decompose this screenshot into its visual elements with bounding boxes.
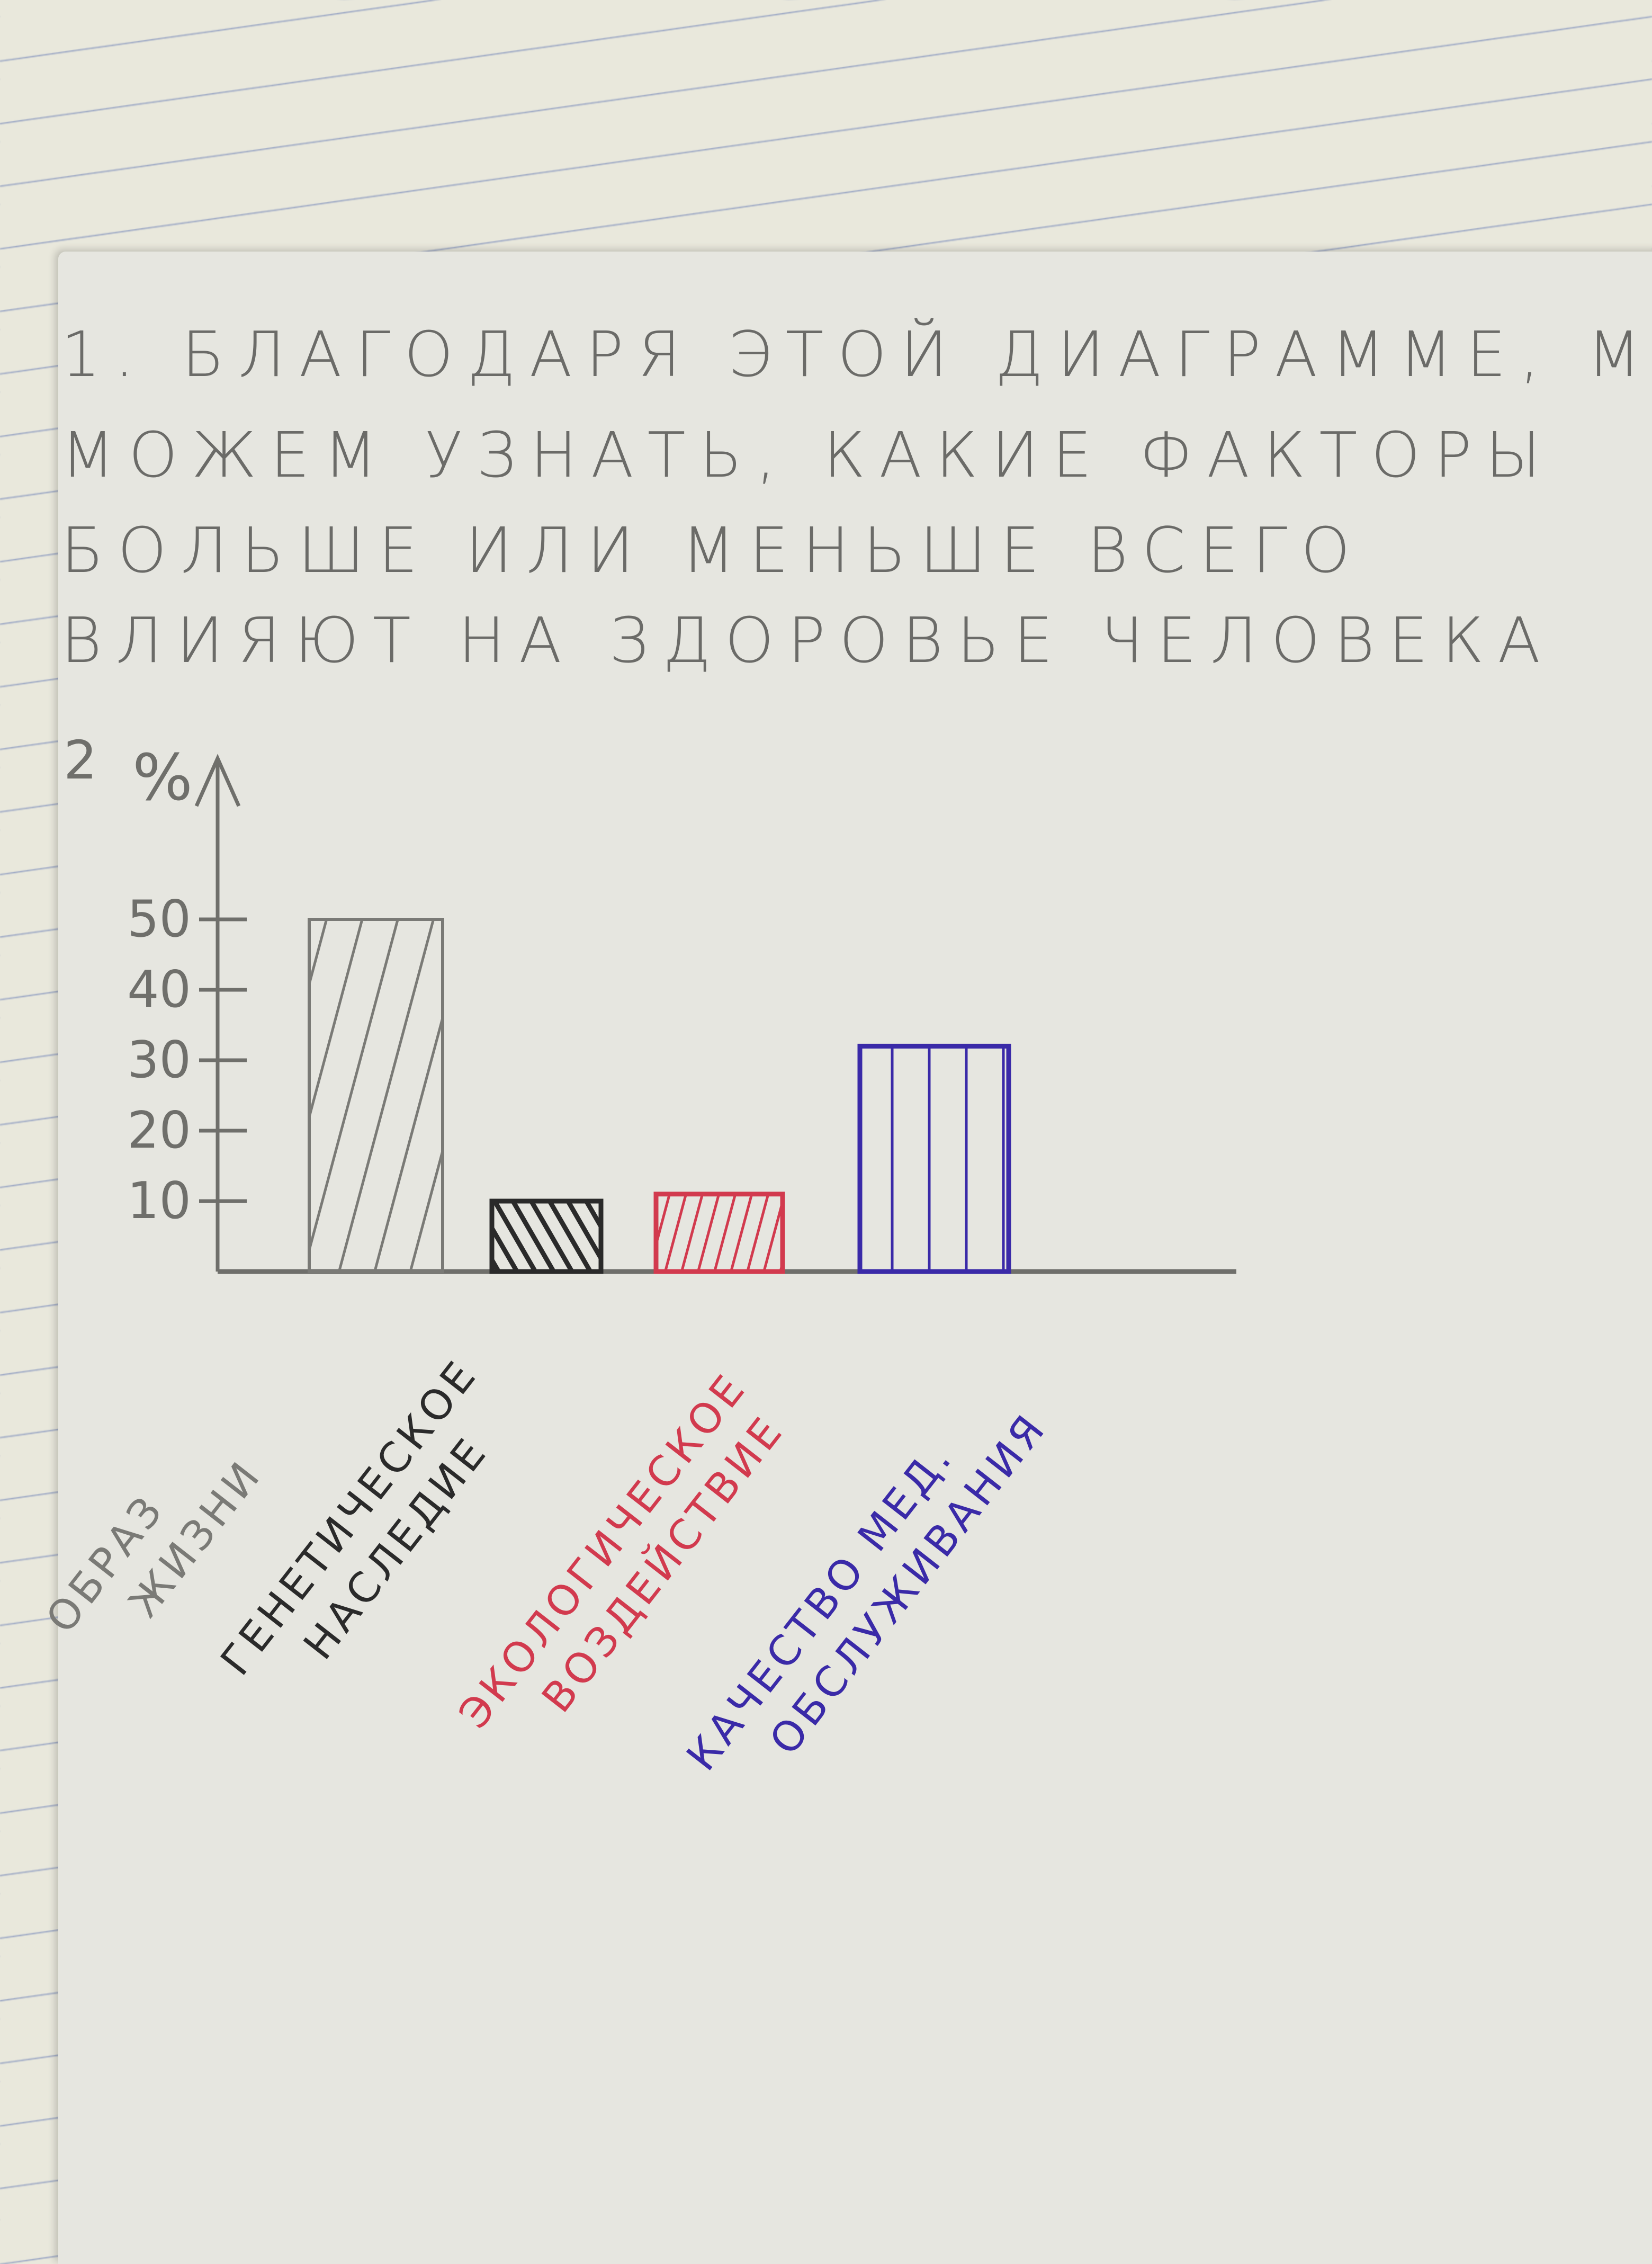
note-line-4: влияют на здоровье человека (61, 604, 1555, 677)
y-axis-arrow (194, 754, 241, 807)
y-tick-label: 40 (127, 961, 191, 1019)
item-number: 2 (64, 729, 97, 791)
bar-3 (653, 1192, 785, 1274)
note-line-2: можем узнать, какие факторы (61, 418, 1555, 491)
note-line-3: больше или меньше всего (61, 514, 1364, 587)
y-tick-label: 50 (127, 890, 191, 948)
y-tick-label: 10 (127, 1172, 191, 1230)
bar-4 (857, 1043, 1011, 1274)
bar-chart: % 2 10 20 30 40 50 (64, 729, 1236, 1274)
y-axis-label: % (132, 741, 193, 815)
bar-2 (489, 1198, 604, 1274)
y-tick-label: 30 (127, 1031, 191, 1089)
bar-1 (308, 918, 444, 1273)
y-tick-label: 20 (127, 1102, 191, 1160)
note-line-1: 1. Благодаря этой диаграмме, мы (61, 318, 1652, 391)
